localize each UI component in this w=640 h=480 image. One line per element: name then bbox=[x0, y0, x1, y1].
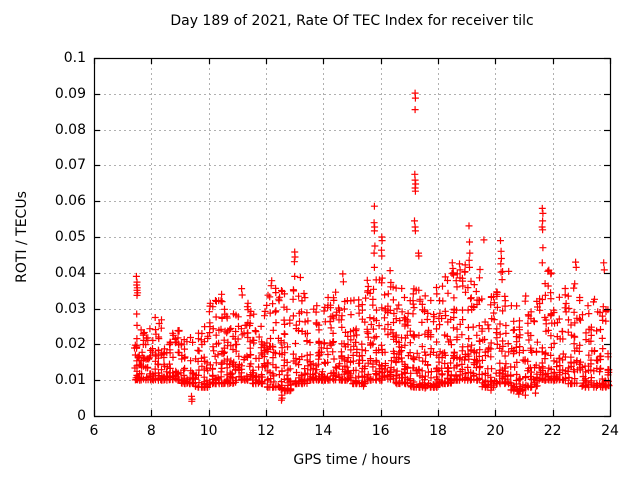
x-tick-label: 18 bbox=[429, 423, 447, 439]
x-tick-label: 6 bbox=[89, 423, 99, 439]
x-tick-label: 10 bbox=[199, 423, 218, 439]
x-tick-label: 8 bbox=[146, 423, 156, 439]
x-tick-label: 22 bbox=[543, 423, 562, 439]
y-tick-label: 0.05 bbox=[54, 229, 86, 245]
y-tick-label: 0.08 bbox=[54, 121, 86, 138]
chart-title: Day 189 of 2021, Rate Of TEC Index for r… bbox=[170, 13, 534, 29]
x-tick-label: 12 bbox=[257, 423, 275, 439]
x-axis-title: GPS time / hours bbox=[293, 452, 411, 468]
y-tick-label: 0.04 bbox=[54, 264, 86, 281]
y-tick-label: 0.1 bbox=[63, 50, 86, 66]
y-tick-label: 0.07 bbox=[54, 157, 86, 174]
y-tick-label: 0.03 bbox=[54, 300, 86, 317]
x-tick-label: 20 bbox=[486, 423, 505, 439]
y-tick-label: 0.02 bbox=[54, 336, 86, 353]
y-tick-label: 0.06 bbox=[54, 193, 86, 210]
x-tick-label: 24 bbox=[601, 423, 619, 439]
y-tick-label: 0.09 bbox=[54, 85, 86, 102]
y-tick-label: 0.01 bbox=[54, 372, 86, 389]
x-tick-label: 16 bbox=[371, 423, 390, 439]
y-tick-label: 0 bbox=[77, 408, 86, 424]
x-tick-label: 14 bbox=[314, 423, 333, 439]
